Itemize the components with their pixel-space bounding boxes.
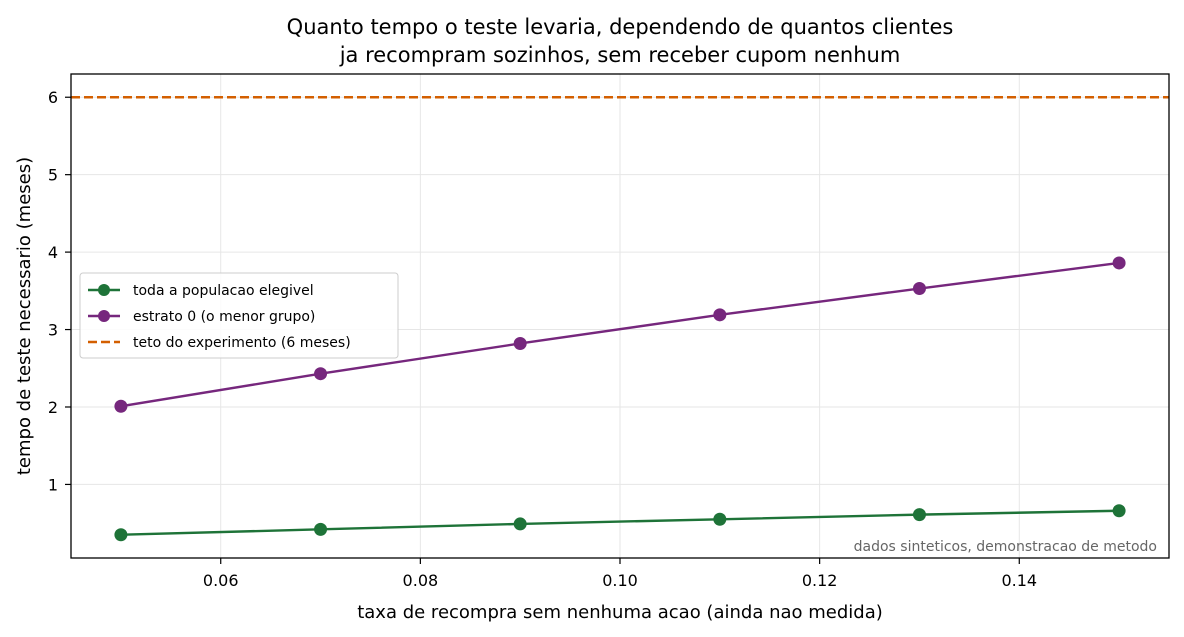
- data-point: [114, 399, 128, 413]
- y-tick-label: 5: [48, 166, 58, 185]
- chart-title-line-2: ja recompram sozinhos, sem receber cupom…: [339, 43, 901, 67]
- data-point: [513, 517, 527, 531]
- legend-label: toda a populacao elegivel: [133, 283, 314, 299]
- legend-marker: [98, 310, 110, 322]
- y-tick-label: 6: [48, 88, 58, 107]
- legend-entry: estrato 0 (o menor grupo): [88, 309, 315, 325]
- x-tick-label: 0.12: [802, 571, 838, 590]
- x-tick-label: 0.14: [1001, 571, 1037, 590]
- y-tick-label: 1: [48, 475, 58, 494]
- y-axis-label: tempo de teste necessario (meses): [14, 157, 35, 475]
- x-tick-label: 0.06: [203, 571, 239, 590]
- data-point: [1112, 256, 1126, 270]
- data-point: [713, 512, 727, 526]
- data-point: [912, 508, 926, 522]
- data-point: [713, 308, 727, 322]
- chart-title: Quanto tempo o teste levaria, dependendo…: [287, 15, 954, 67]
- data-point: [1112, 504, 1126, 518]
- x-tick-label: 0.10: [602, 571, 638, 590]
- legend-box: [79, 272, 399, 359]
- legend-label: teto do experimento (6 meses): [133, 335, 351, 351]
- legend-label: estrato 0 (o menor grupo): [133, 309, 315, 325]
- y-tick-label: 3: [48, 321, 58, 340]
- series-line: [120, 261, 1120, 408]
- legend-marker: [98, 284, 110, 296]
- series-line: [120, 509, 1120, 536]
- x-axis-ticks: 0.06 0.08 0.10 0.12 0.14: [203, 558, 1037, 590]
- series-1: [114, 504, 1126, 542]
- data-point: [114, 528, 128, 542]
- y-tick-label: 4: [48, 243, 58, 262]
- data-point: [314, 367, 328, 381]
- data-point: [912, 282, 926, 296]
- data-point: [314, 522, 328, 536]
- x-tick-label: 0.08: [403, 571, 439, 590]
- y-axis-ticks: 1 2 3 4 5 6: [48, 88, 71, 494]
- series-layer: [114, 256, 1126, 542]
- chart-title-line-1: Quanto tempo o teste levaria, dependendo…: [287, 15, 954, 39]
- legend-entry: teto do experimento (6 meses): [88, 335, 351, 351]
- legend: toda a populacao elegivel estrato 0 (o me…: [79, 272, 399, 359]
- data-point: [513, 336, 527, 350]
- x-axis-label: taxa de recompra sem nenhuma acao (ainda…: [357, 602, 883, 623]
- legend-entry: toda a populacao elegivel: [88, 283, 314, 299]
- annotation-note: dados sinteticos, demonstracao de metodo: [854, 539, 1157, 555]
- y-tick-label: 2: [48, 398, 58, 417]
- series-2: [114, 256, 1126, 413]
